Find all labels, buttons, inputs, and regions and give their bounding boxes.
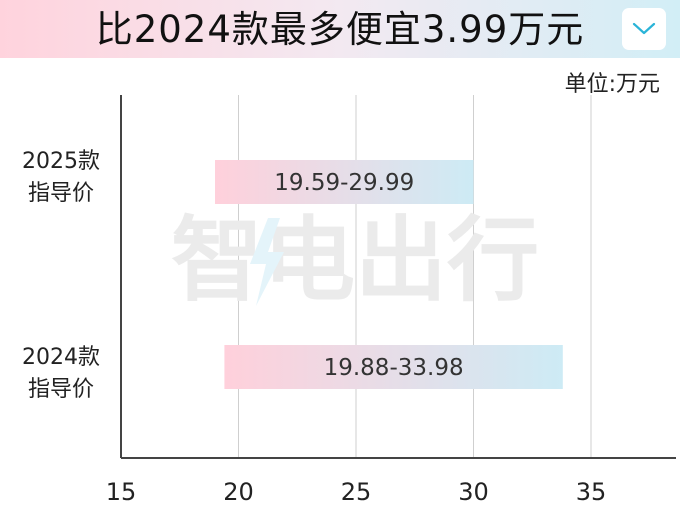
bars-group: 19.59-29.99 19.88-33.98: [215, 160, 563, 389]
category-label-line2: 指导价: [27, 181, 94, 206]
page-title: 比2024款最多便宜3.99万元: [95, 8, 585, 51]
category-label-line1: 2024款: [22, 345, 100, 370]
x-tick-label: 15: [106, 478, 137, 506]
x-axis-ticks: 15 20 25 30 35: [106, 478, 607, 506]
x-tick-label: 20: [223, 478, 254, 506]
range-bar: [215, 160, 474, 204]
header-banner: [0, 0, 680, 58]
watermark-logo: 智电出行: [171, 207, 539, 314]
range-bar-label: 19.59-29.99: [274, 170, 414, 196]
category-label-line1: 2025款: [22, 149, 100, 174]
unit-label: 单位:万元: [564, 72, 660, 97]
category-label-2024: 2024款 指导价: [6, 342, 116, 406]
dropdown-button[interactable]: [622, 8, 666, 50]
x-tick-label: 35: [576, 478, 607, 506]
range-bar: [224, 345, 563, 389]
category-label-2025: 2025款 指导价: [6, 146, 116, 210]
x-tick-label: 25: [341, 478, 372, 506]
bolt-icon: [250, 218, 284, 306]
range-bar-label: 19.88-33.98: [324, 355, 464, 381]
x-tick-label: 30: [458, 478, 489, 506]
category-label-line2: 指导价: [27, 377, 94, 402]
gridlines: [238, 95, 592, 458]
chevron-down-icon: [632, 22, 656, 35]
